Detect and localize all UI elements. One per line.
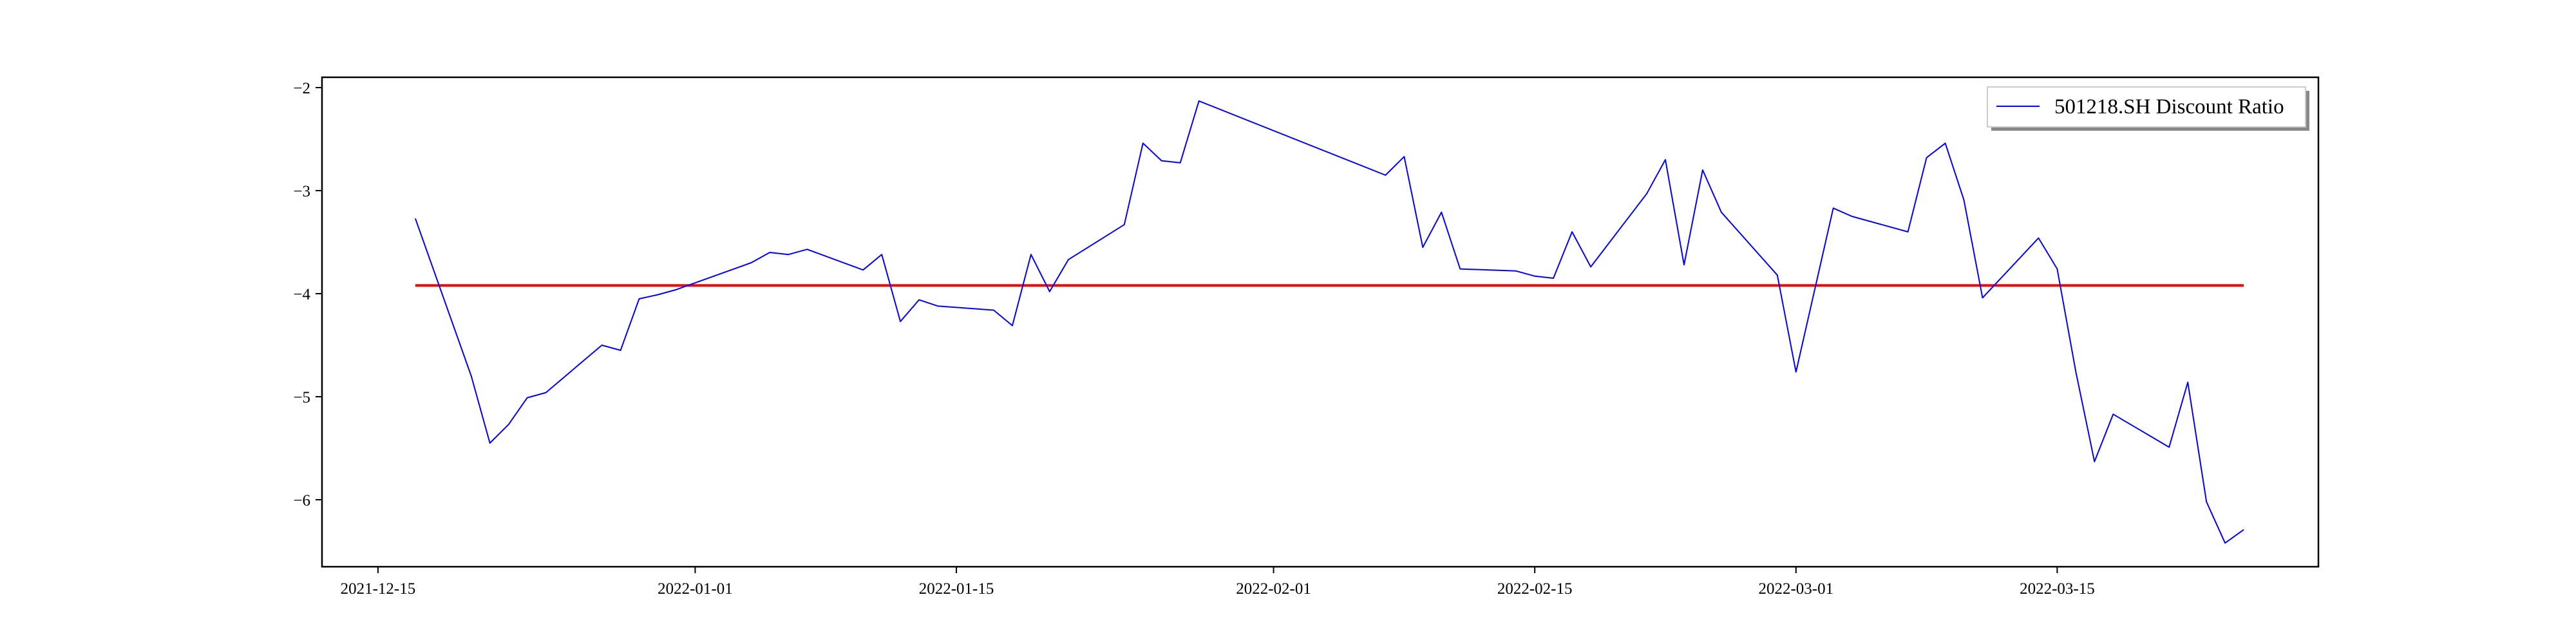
legend[interactable]: 501218.SH Discount Ratio xyxy=(1987,86,2309,131)
y-tick-label: −3 xyxy=(293,183,310,200)
x-tick-label: 2022-02-15 xyxy=(1497,580,1573,598)
y-tick-label: −5 xyxy=(293,389,310,406)
plot-area xyxy=(414,100,2244,544)
series-line-discount-ratio xyxy=(414,100,2244,544)
plot-frame xyxy=(321,76,2320,568)
x-tick-label: 2022-01-01 xyxy=(658,580,733,598)
legend-box xyxy=(1987,86,2306,128)
x-tick-label: 2022-03-15 xyxy=(2020,580,2095,598)
legend-label: 501218.SH Discount Ratio xyxy=(2054,95,2284,118)
axis-ticks: 2021-12-15 2022-01-01 2022-01-15 2022-02-01… xyxy=(293,80,2094,598)
y-tick-label: −2 xyxy=(293,80,310,97)
x-tick-label: 2021-12-15 xyxy=(341,580,416,598)
x-tick-label: 2022-02-01 xyxy=(1236,580,1311,598)
y-tick-label: −4 xyxy=(293,286,310,303)
x-tick-label: 2022-01-15 xyxy=(919,580,994,598)
y-tick-label: −6 xyxy=(293,492,310,509)
x-tick-label: 2022-03-01 xyxy=(1758,580,1833,598)
